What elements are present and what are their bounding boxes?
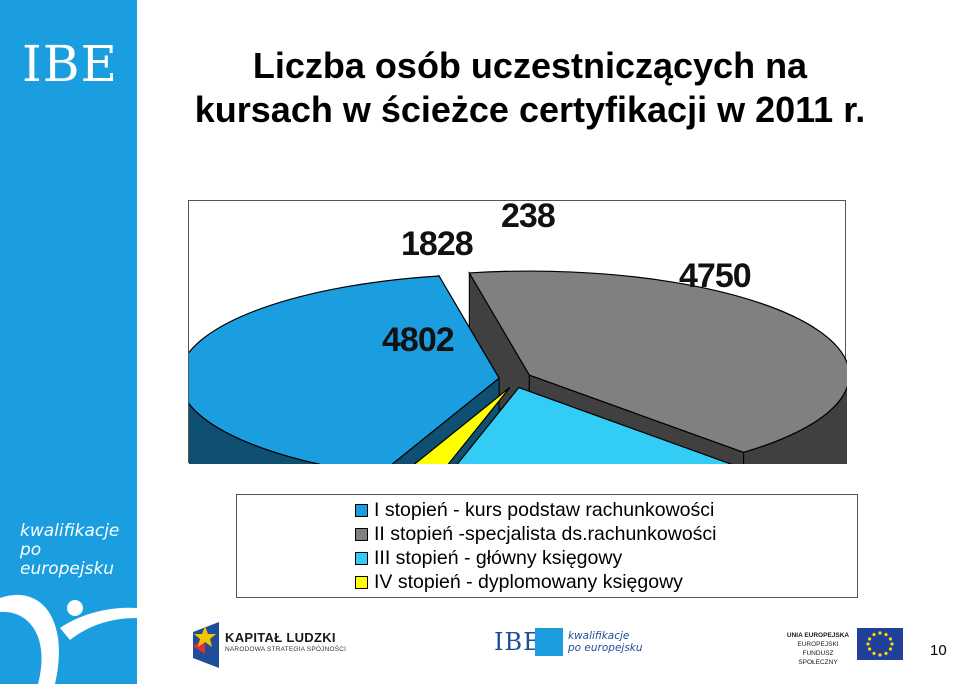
- legend-item: III stopień - główny księgowy: [355, 546, 857, 570]
- legend-item: IV stopień - dyplomowany księgowy: [355, 570, 857, 594]
- ue-line2: EUROPEJSKI: [797, 641, 839, 648]
- pie-value-label: 238: [501, 201, 555, 235]
- legend-swatch: [355, 527, 368, 541]
- ue-label: UNIA EUROPEJSKA EUROPEJSKI FUNDUSZ SPOŁE…: [783, 631, 853, 667]
- legend-swatch: [355, 551, 368, 565]
- legend-item: I stopień - kurs podstaw rachunkowości: [355, 498, 857, 522]
- legend-label: III stopień - główny księgowy: [374, 546, 623, 569]
- sidebar-tagline-line2: po europejsku: [20, 540, 115, 579]
- footer-kwalifikacje-logo: kwalifikacje po europejsku: [568, 630, 643, 654]
- chart-legend: I stopień - kurs podstaw rachunkowości II…: [236, 494, 858, 598]
- footer-kwal-line1: kwalifikacje: [568, 630, 630, 642]
- pie-slice: [189, 275, 500, 464]
- sidebar: IBE kwalifikacje po europejsku: [0, 0, 137, 684]
- legend-label: I stopień - kurs podstaw rachunkowości: [374, 498, 715, 521]
- legend-swatch: [355, 503, 368, 517]
- kapital-ludzki-logo-icon: [193, 622, 219, 668]
- footer-logos: KAPITAŁ LUDZKI NARODOWA STRATEGIA SPÓJNO…: [137, 612, 959, 684]
- pie-slice: [456, 386, 733, 464]
- footer-ibe-logo: IBE: [494, 628, 542, 656]
- footer-ibe-square-icon: [535, 628, 563, 656]
- legend-swatch: [355, 575, 368, 589]
- pie-chart: 4750 4802 1828 238: [189, 201, 847, 464]
- chart-title: Liczba osób uczestniczących na kursach w…: [150, 44, 910, 132]
- ue-line1: UNIA EUROPEJSKA: [786, 632, 850, 639]
- eu-flag-icon: [857, 628, 903, 660]
- pie-chart-frame: 4750 4802 1828 238: [188, 200, 847, 464]
- sidebar-tagline: kwalifikacje po europejsku: [20, 522, 137, 579]
- page-number: 10: [930, 642, 947, 659]
- pie-value-label: 1828: [401, 225, 473, 263]
- chart-title-line2: kursach w ścieżce certyfikacji w 2011 r.: [194, 89, 866, 130]
- kapital-ludzki-title: KAPITAŁ LUDZKI: [225, 630, 336, 645]
- chart-title-line1: Liczba osób uczestniczących na: [252, 45, 808, 86]
- pie-value-label: 4802: [382, 321, 454, 359]
- pie-slice: [468, 270, 847, 453]
- ue-line3: FUNDUSZ SPOŁECZNY: [798, 650, 838, 666]
- legend-label: IV stopień - dyplomowany księgowy: [374, 570, 683, 593]
- pie-value-label: 4750: [679, 257, 751, 295]
- sidebar-ibe-logo: IBE: [22, 35, 118, 93]
- footer-kwal-line2: po europejsku: [568, 642, 643, 654]
- legend-label: II stopień -specjalista ds.rachunkowości: [374, 522, 717, 545]
- running-figure-icon: [0, 594, 137, 684]
- legend-item: II stopień -specjalista ds.rachunkowości: [355, 522, 857, 546]
- sidebar-tagline-line1: kwalifikacje: [20, 521, 120, 541]
- kapital-ludzki-subtitle: NARODOWA STRATEGIA SPÓJNOŚCI: [225, 646, 347, 653]
